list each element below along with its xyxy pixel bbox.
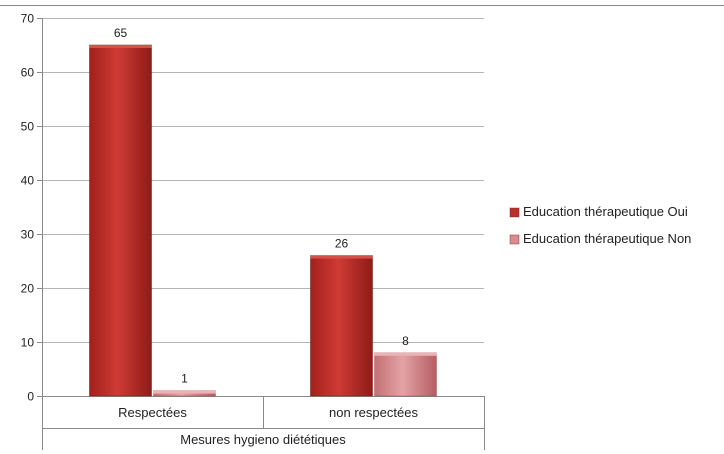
legend-label: Education thérapeutique Oui: [523, 204, 688, 219]
bar-top-highlight: [89, 45, 152, 48]
bar-oui-0: [89, 44, 152, 397]
bar-non-1: [374, 352, 437, 397]
bars: [89, 44, 437, 397]
y-tick-label: 40: [21, 174, 35, 188]
y-tick-label: 50: [21, 120, 35, 134]
bar-top-highlight: [310, 255, 373, 259]
category-label: Respectées: [118, 405, 187, 420]
legend-swatch-non: [509, 234, 520, 245]
y-tick-label: 70: [21, 12, 35, 26]
bar-top-highlight: [153, 390, 216, 394]
y-tick-label: 30: [21, 228, 35, 242]
legend-label: Education thérapeutique Non: [523, 231, 691, 246]
bar-oui-1: [310, 255, 373, 397]
legend: Education thérapeutique Oui Education thé…: [509, 204, 691, 246]
y-tick-label: 20: [21, 282, 35, 296]
category-label: non respectées: [329, 405, 418, 420]
labels: 0 10 20 30 40 50 60 70 65 1 Respectées 26 8 non respe…: [21, 12, 419, 448]
data-label: 65: [114, 26, 128, 40]
data-label: 1: [181, 372, 188, 386]
data-label: 26: [335, 237, 349, 251]
x-axis-title: Mesures hygieno diététiques: [180, 432, 346, 447]
y-tick-label: 60: [21, 66, 35, 80]
bar-top-highlight: [374, 352, 437, 356]
axes: [37, 18, 485, 450]
data-label: 8: [402, 334, 409, 348]
legend-swatch-oui: [509, 207, 520, 218]
y-tick-label: 0: [27, 390, 34, 404]
y-tick-label: 10: [21, 336, 35, 350]
